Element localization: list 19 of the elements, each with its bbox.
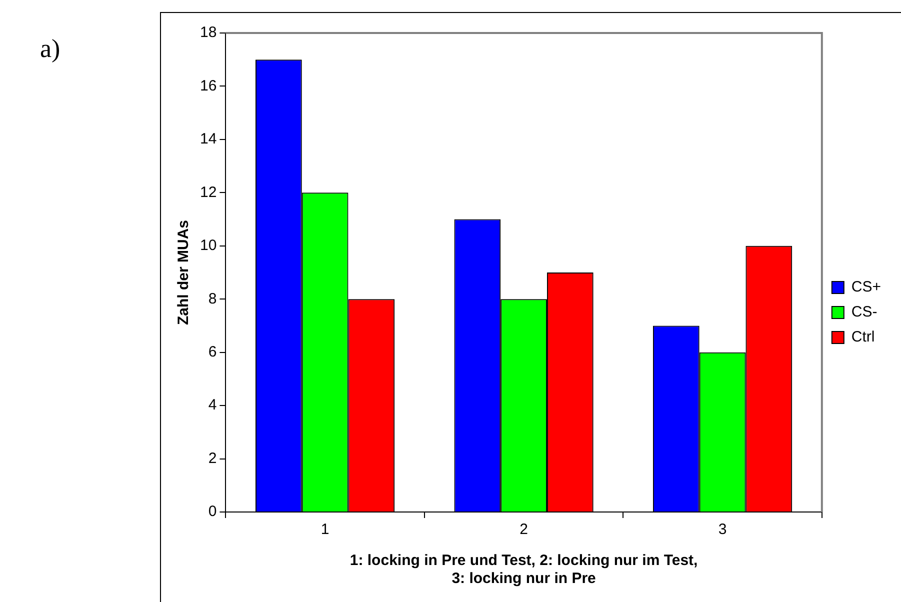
y-tick-label: 6 <box>208 343 217 360</box>
y-tick-label: 12 <box>200 184 217 201</box>
text: a) <box>40 34 60 64</box>
legend-label: CS- <box>851 304 878 321</box>
y-tick-label: 2 <box>208 450 217 467</box>
y-tick-label: 18 <box>200 24 217 42</box>
legend-label: CS+ <box>851 278 882 296</box>
x-axis-title: 1: locking in Pre und Test, 2: locking nur im Test, 3: locking nur in Pre <box>350 552 698 588</box>
y-tick-label: 8 <box>208 290 217 308</box>
x-tick-label: 2 <box>520 521 528 538</box>
y-tick-label: 4 <box>208 396 217 414</box>
y-tick-label: 16 <box>200 77 217 94</box>
x-tick-label: 1 <box>320 521 330 538</box>
y-tick-label: 10 <box>200 237 217 254</box>
y-tick-label: 14 <box>200 130 217 148</box>
x-tick-label: 3 <box>718 521 727 538</box>
y-axis-title: Zahl der MUAs <box>175 220 192 326</box>
y-tick-label: 0 <box>208 503 217 520</box>
legend-label: Ctrl <box>851 328 875 346</box>
